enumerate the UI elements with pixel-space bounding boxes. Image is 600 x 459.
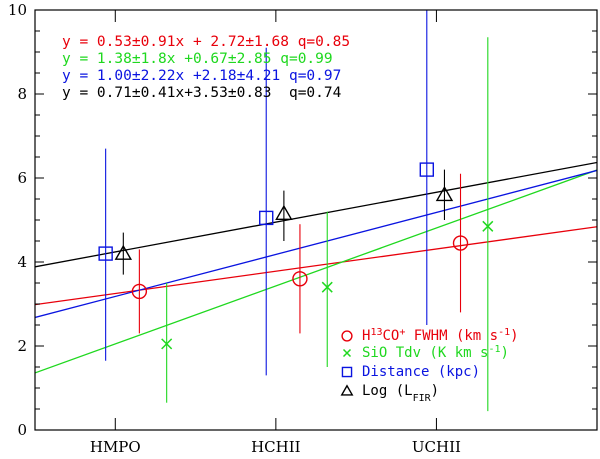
x-tick-label: UCHII xyxy=(412,438,461,456)
h13co-fit-line xyxy=(35,226,597,306)
legend: H13CO+ FWHM (km s-1)SiO Tdv (K km s-1) Di… xyxy=(340,327,519,404)
x-tick-label: HMPO xyxy=(90,438,141,456)
fit-equation: y = 1.00±2.22x +2.18±4.21 q=0.97 xyxy=(62,68,341,84)
h13co-legend-marker xyxy=(341,330,353,342)
distance-point xyxy=(419,162,434,177)
distance-legend-marker xyxy=(341,366,353,378)
distance-point xyxy=(259,210,274,226)
h13co-point xyxy=(292,271,308,287)
lfir-point xyxy=(275,204,293,221)
lfir-legend-marker xyxy=(340,384,354,396)
y-tick-label: 6 xyxy=(17,169,27,187)
y-tick-label: 10 xyxy=(8,1,27,19)
fit-equation: y = 0.71±0.41x+3.53±0.83 q=0.74 xyxy=(62,85,342,101)
lfir-fit-line xyxy=(35,161,597,268)
distance-fit-line xyxy=(35,169,597,319)
data-markers xyxy=(98,162,494,350)
y-tick-label: 2 xyxy=(17,337,27,355)
y-tick-label: 4 xyxy=(17,253,27,271)
x-tick-label: HCHII xyxy=(251,438,301,456)
fit-lines xyxy=(35,161,597,374)
sio-legend-label: SiO Tdv (K km s-1) xyxy=(362,344,509,362)
lfir-point xyxy=(114,244,133,260)
y-tick-label: 8 xyxy=(17,85,27,103)
fit-equation: y = 1.38±1.8x +0.67±2.85 q=0.99 xyxy=(62,51,333,67)
error-bars xyxy=(105,10,489,412)
sio-legend-marker xyxy=(342,348,352,358)
h13co-legend-label: H13CO+ FWHM (km s-1) xyxy=(362,327,519,345)
fit-equation: y = 0.53±0.91x + 2.72±1.68 q=0.85 xyxy=(62,34,350,50)
sio-point xyxy=(482,220,494,232)
distance-point xyxy=(98,246,113,261)
fit-equations: y = 0.53±0.91x + 2.72±1.68 q=0.85y = 1.3… xyxy=(62,34,350,101)
sio-fit-line xyxy=(35,169,597,374)
sio-point xyxy=(161,338,173,350)
lfir-legend-label: Log (LFIR) xyxy=(362,383,439,404)
h13co-point xyxy=(131,283,148,300)
axis-ticks: 0 2 4 6 8 10 HMPO HCHII UCHII xyxy=(8,1,597,456)
y-tick-label: 0 xyxy=(17,421,27,439)
h13co-point xyxy=(452,235,469,251)
lfir-point xyxy=(435,185,454,202)
sio-point xyxy=(321,281,333,293)
distance-legend-label: Distance (kpc) xyxy=(362,364,480,380)
